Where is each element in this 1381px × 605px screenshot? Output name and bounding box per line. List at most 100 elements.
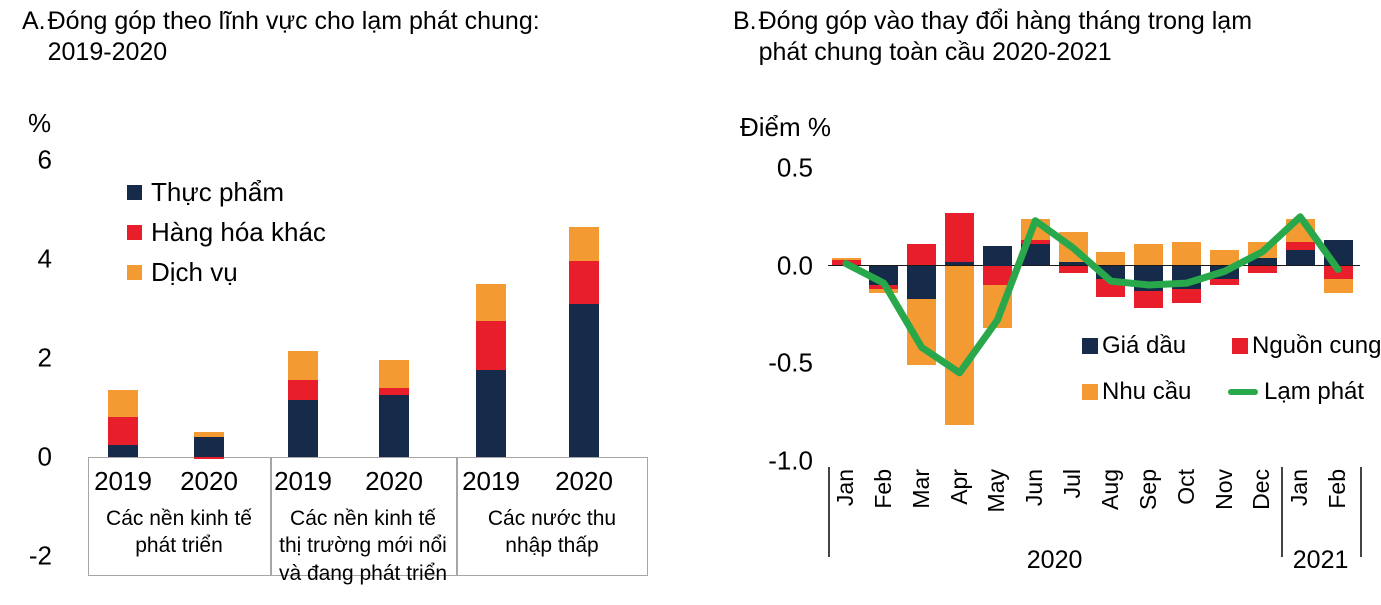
- bar-segment: [907, 244, 937, 266]
- panel-b-month-label: Jun: [1021, 469, 1048, 507]
- bar-segment: [476, 283, 506, 321]
- bar-segment: [1134, 244, 1164, 266]
- panel-b-legend-item: Nhu cầu: [1082, 378, 1191, 406]
- bar-segment: [379, 360, 409, 388]
- panel-b-year-label: 2020: [1026, 546, 1083, 574]
- group-label-line: phát triển: [135, 534, 223, 558]
- panel-b-legend-item: Lạm phát: [1228, 378, 1364, 406]
- green-line-swatch: [1228, 389, 1258, 395]
- bar-segment: [569, 226, 599, 262]
- panel-a-year-label: 2020: [555, 466, 613, 496]
- bar-segment: [108, 417, 138, 445]
- orange-legend-swatch: [1082, 384, 1098, 400]
- panel-a-y-tick: 0: [37, 441, 52, 472]
- panel-a-group-separator: [456, 457, 458, 576]
- inflation-line: [842, 213, 1342, 377]
- panel-a-y-tick: -2: [28, 540, 52, 571]
- legend-label: Dịch vụ: [151, 257, 238, 287]
- bar-segment: [108, 444, 138, 457]
- bar-segment: [569, 303, 599, 457]
- bar-segment: [1172, 288, 1202, 303]
- panel-b-legend-item: Nguồn cung: [1232, 332, 1381, 360]
- panel-a-y-tick: 6: [37, 144, 52, 175]
- panel-a: A. Đóng góp theo lĩnh vực cho lạm phát c…: [0, 0, 690, 605]
- bar-segment: [1020, 240, 1050, 245]
- orange-legend-swatch: [127, 265, 142, 280]
- panel-b-month-label: Dec: [1248, 469, 1275, 510]
- panel-b-axis-separator: [1360, 467, 1362, 557]
- bar-segment: [194, 437, 224, 457]
- panel-a-group-label: Các nước thu nhập thấp: [456, 505, 648, 560]
- bar-segment: [569, 261, 599, 304]
- panel-b-letter: B.: [733, 7, 757, 35]
- panel-b-month-label: Jan: [832, 469, 858, 507]
- panel-a-letter: A.: [22, 7, 46, 35]
- bar-segment: [108, 390, 138, 418]
- navy-legend-swatch: [127, 185, 142, 200]
- legend-label: Thực phẩm: [151, 177, 285, 207]
- panel-b-unit-label: Điểm %: [740, 112, 832, 142]
- bar-segment: [831, 257, 861, 260]
- bar-segment: [194, 432, 224, 438]
- legend-label: Giá dầu: [1102, 332, 1187, 359]
- panel-b-axis-separator: [1281, 467, 1283, 557]
- panel-a-group-label: Các nền kinh tế thị trường mới nổi và đang…: [270, 505, 456, 587]
- panel-b-legend-item: Giá dầu: [1082, 332, 1186, 360]
- bar-segment: [476, 320, 506, 371]
- bar-segment: [1096, 251, 1126, 266]
- legend-label: Nhu cầu: [1102, 378, 1192, 405]
- panel-a-y-tick: 4: [37, 243, 52, 274]
- bar-segment: [288, 380, 318, 401]
- bar-segment: [1058, 261, 1088, 266]
- panel-a-year-label: 2019: [94, 466, 152, 496]
- bar-segment: [1247, 257, 1277, 266]
- panel-b-axis-separator: [828, 467, 830, 557]
- panel-b-year-label: 2021: [1292, 546, 1349, 574]
- bar-segment: [1247, 265, 1277, 274]
- legend-label: Lạm phát: [1264, 378, 1365, 405]
- panel-b-month-label: Feb: [869, 469, 896, 509]
- red-legend-swatch: [127, 225, 142, 240]
- panel-b-month-label: Mar: [907, 469, 934, 509]
- panel-a-legend-item: Thực phẩm: [127, 177, 284, 208]
- bar-segment: [945, 212, 975, 262]
- legend-label: Hàng hóa khác: [151, 217, 326, 247]
- bar-segment: [1172, 242, 1202, 266]
- bar-segment: [1058, 265, 1088, 274]
- inflation-line-path: [842, 213, 1342, 377]
- panel-b-y-tick: -0.5: [768, 347, 813, 378]
- bar-segment: [945, 261, 975, 266]
- bar-segment: [379, 387, 409, 396]
- panel-a-y-tick: 2: [37, 342, 52, 373]
- bar-segment: [476, 370, 506, 457]
- bar-segment: [194, 457, 224, 460]
- panel-a-group-label: Các nền kinh tế phát triển: [88, 505, 270, 560]
- bar-segment: [869, 288, 899, 293]
- group-label-line: Các nền kinh tế: [106, 507, 252, 530]
- panel-b: B. Đóng góp vào thay đổi hàng tháng tron…: [690, 0, 1381, 605]
- panel-b-y-tick: 0.0: [776, 250, 813, 280]
- bar-segment: [945, 265, 975, 426]
- panel-b-title: B. Đóng góp vào thay đổi hàng tháng tron…: [733, 6, 1252, 68]
- panel-b-month-label: Jan: [1286, 469, 1313, 507]
- bar-segment: [982, 265, 1012, 285]
- red-legend-swatch: [1232, 338, 1248, 354]
- bar-segment: [907, 265, 937, 299]
- panel-a-legend-item: Hàng hóa khác: [127, 217, 326, 248]
- panel-a-year-label: 2020: [180, 466, 238, 496]
- panel-a-legend-item: Dịch vụ: [127, 257, 238, 288]
- panel-b-y-tick: -1.0: [768, 445, 813, 475]
- panel-a-group-separator: [270, 457, 272, 576]
- panel-b-month-label: Oct: [1172, 469, 1199, 505]
- group-label-line: thị trường mới nổi: [279, 534, 447, 558]
- navy-legend-swatch: [1082, 338, 1098, 354]
- bar-segment: [1285, 242, 1315, 250]
- bar-segment: [288, 400, 318, 457]
- group-label-line: nhập thấp: [505, 534, 599, 558]
- legend-label: Nguồn cung: [1252, 332, 1381, 359]
- panel-b-month-label: Nov: [1210, 469, 1237, 510]
- bar-segment: [1134, 290, 1164, 309]
- panel-b-month-label: Jul: [1059, 469, 1086, 499]
- group-label-line: Các nền kinh tế: [290, 507, 436, 530]
